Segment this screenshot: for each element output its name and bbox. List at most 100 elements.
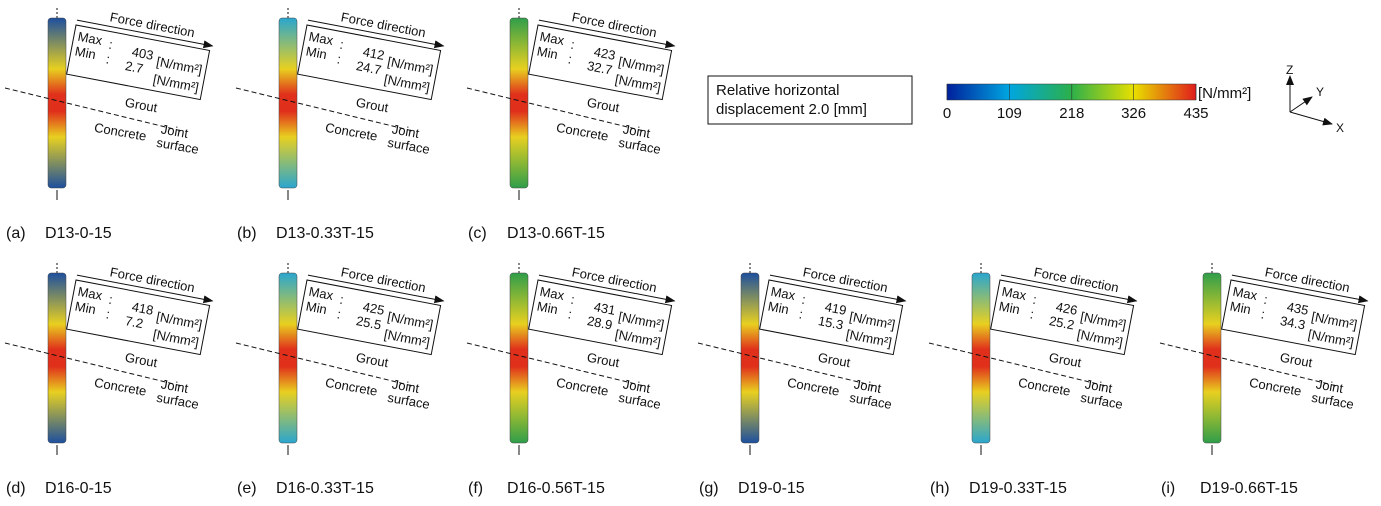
axis-triad: Z Y X — [1286, 63, 1344, 135]
surface-label: surface — [1310, 390, 1355, 412]
stress-box: Force directionMax:423[N/mm²]Min:32.7[N/… — [529, 3, 678, 100]
colorbar-tick-label: 0 — [943, 105, 951, 122]
concrete-label: Concrete — [555, 120, 610, 144]
panel-name: D13-0-15 — [45, 225, 112, 242]
concrete-label: Concrete — [786, 375, 841, 399]
displacement-text: displacement 2.0 [mm] — [716, 101, 867, 118]
min-label: Min — [74, 298, 97, 317]
grout-label: Grout — [124, 95, 159, 115]
force-direction: Force direction — [340, 264, 427, 295]
concrete-label: Concrete — [324, 375, 379, 399]
specimen-bar — [1203, 273, 1221, 443]
force-direction: Force direction — [109, 264, 196, 295]
min-label: Min — [305, 298, 328, 317]
joint-labels: GroutConcreteJointsurface — [323, 345, 437, 412]
specimen-bar — [48, 18, 66, 188]
panel: Force directionMax:426[N/mm²]Min:25.2[N/… — [929, 258, 1140, 497]
panel-name: D16-0-15 — [45, 480, 112, 497]
panel: Force directionMax:431[N/mm²]Min:28.9[N/… — [467, 258, 678, 497]
surface-label: surface — [848, 390, 893, 412]
grout-label: Grout — [817, 350, 852, 370]
panel-name: D19-0.66T-15 — [1200, 480, 1298, 497]
panel-name: D19-0-15 — [738, 480, 805, 497]
colon: : — [105, 306, 111, 321]
stress-box: Force directionMax:419[N/mm²]Min:15.3[N/… — [760, 258, 909, 355]
stress-box: Force directionMax:418[N/mm²]Min:7.2[N/m… — [67, 258, 216, 355]
stress-box: Force directionMax:425[N/mm²]Min:25.5[N/… — [298, 258, 447, 355]
colon: : — [567, 306, 573, 321]
panel-label: (g) — [699, 480, 719, 497]
force-direction: Force direction — [571, 9, 658, 40]
specimen-bar — [510, 18, 528, 188]
panel-label: (e) — [237, 480, 257, 497]
colon: : — [108, 37, 114, 52]
force-direction: Force direction — [109, 9, 196, 40]
panel: Force directionMax:425[N/mm²]Min:25.5[N/… — [236, 258, 447, 497]
panel: Force directionMax:412[N/mm²]Min:24.7[N/… — [236, 3, 447, 242]
stress-box: Force directionMax:431[N/mm²]Min:28.9[N/… — [529, 258, 678, 355]
colorbar-tick-label: 109 — [997, 105, 1022, 122]
axis-z: Z — [1286, 63, 1293, 77]
panel-label: (a) — [6, 225, 26, 242]
colorbar-tick-label: 435 — [1183, 105, 1208, 122]
stress-box: Force directionMax:412[N/mm²]Min:24.7[N/… — [298, 3, 447, 100]
grout-label: Grout — [124, 350, 159, 370]
joint-labels: GroutConcreteJointsurface — [554, 345, 668, 412]
colon: : — [570, 292, 576, 307]
panel-name: D13-0.66T-15 — [507, 225, 605, 242]
displacement-text: Relative horizontal — [716, 82, 839, 99]
min-label: Min — [767, 298, 790, 317]
concrete-label: Concrete — [324, 120, 379, 144]
grout-label: Grout — [586, 350, 621, 370]
panel-name: D13-0.33T-15 — [276, 225, 374, 242]
axis-x: X — [1336, 121, 1344, 135]
min-label: Min — [998, 298, 1021, 317]
force-direction: Force direction — [1264, 264, 1351, 295]
grout-label: Grout — [586, 95, 621, 115]
panel-label: (i) — [1161, 480, 1175, 497]
colon: : — [570, 37, 576, 52]
min-label: Min — [536, 43, 559, 62]
surface-label: surface — [155, 135, 200, 157]
grout-label: Grout — [355, 350, 390, 370]
force-direction: Force direction — [571, 264, 658, 295]
panel-name: D16-0.33T-15 — [276, 480, 374, 497]
concrete-label: Concrete — [93, 375, 148, 399]
panel-label: (c) — [468, 225, 487, 242]
grout-label: Grout — [1048, 350, 1083, 370]
min-label: Min — [74, 43, 97, 62]
colorbar-tick-label: 326 — [1121, 105, 1146, 122]
specimen-bar — [741, 273, 759, 443]
force-direction: Force direction — [1033, 264, 1120, 295]
specimen-bar — [510, 273, 528, 443]
colon: : — [336, 51, 342, 66]
concrete-label: Concrete — [555, 375, 610, 399]
surface-label: surface — [617, 390, 662, 412]
colon: : — [339, 292, 345, 307]
specimen-bar — [279, 273, 297, 443]
stress-box: Force directionMax:426[N/mm²]Min:25.2[N/… — [991, 258, 1140, 355]
panel: Force directionMax:435[N/mm²]Min:34.3[N/… — [1160, 258, 1371, 497]
panel: Force directionMax:419[N/mm²]Min:15.3[N/… — [698, 258, 909, 497]
stress-box: Force directionMax:403[N/mm²]Min:2.7[N/m… — [67, 3, 216, 100]
stress-box: Force directionMax:435[N/mm²]Min:34.3[N/… — [1222, 258, 1371, 355]
figure: Relative horizontal displacement 2.0 [mm… — [0, 0, 1381, 501]
concrete-label: Concrete — [93, 120, 148, 144]
min-label: Min — [536, 298, 559, 317]
panel-label: (d) — [6, 480, 26, 497]
surface-label: surface — [386, 135, 431, 157]
panel: Force directionMax:423[N/mm²]Min:32.7[N/… — [467, 3, 678, 242]
axis-y: Y — [1316, 85, 1324, 99]
joint-labels: GroutConcreteJointsurface — [1247, 345, 1361, 412]
specimen-bar — [48, 273, 66, 443]
panel: Force directionMax:418[N/mm²]Min:7.2[N/m… — [5, 258, 216, 497]
surface-label: surface — [1079, 390, 1124, 412]
colon: : — [801, 292, 807, 307]
panel-name: D16-0.56T-15 — [507, 480, 605, 497]
